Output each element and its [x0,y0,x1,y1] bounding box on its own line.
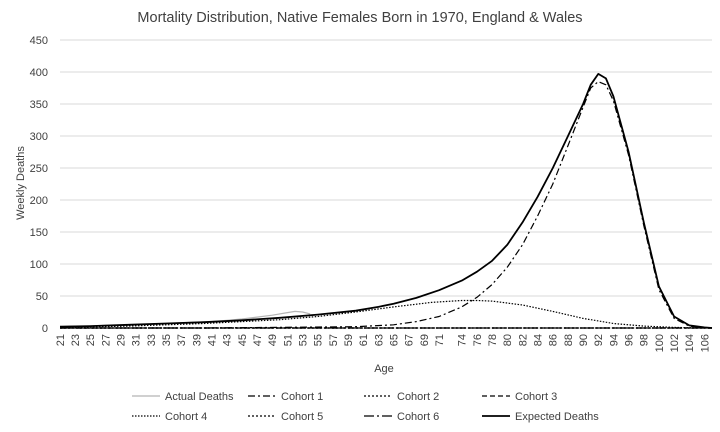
legend-label: Cohort 1 [281,391,323,403]
x-tick-label: 104 [684,334,696,352]
x-tick-label: 88 [563,334,575,346]
x-tick-label: 78 [487,334,499,346]
x-tick-label: 86 [548,334,560,346]
x-tick-label: 29 [116,334,128,346]
x-tick-label: 45 [237,334,249,346]
legend-label: Cohort 2 [397,391,439,403]
y-tick-label: 150 [30,227,48,239]
y-tick-label: 50 [36,291,48,303]
x-tick-label: 102 [669,334,681,352]
x-tick-label: 80 [502,334,514,346]
x-tick-label: 69 [419,334,431,346]
legend-label: Cohort 5 [281,411,323,423]
x-tick-label: 82 [517,334,529,346]
x-tick-label: 37 [176,334,188,346]
x-tick-label: 53 [297,334,309,346]
legend: Actual Deaths Cohort 1 Cohort 2 Cohort 3 Coh… [132,391,599,423]
x-tick-label: 31 [131,334,143,346]
y-tick-label: 350 [30,99,48,111]
x-tick-label: 27 [100,334,112,346]
y-axis-label: Weekly Deaths [15,146,27,220]
y-tick-label: 200 [30,195,48,207]
y-tick-label: 300 [30,131,48,143]
x-tick-label: 67 [404,334,416,346]
x-tick-label: 65 [388,334,400,346]
x-axis-tick-labels: 21 23 25 27 29 31 33 35 37 39 41 43 45 47 49 51 53 55 57 59… [55,334,711,352]
series-line-expected-deaths [59,73,713,329]
x-tick-label: 84 [532,334,544,346]
x-tick-label: 51 [282,334,294,346]
x-tick-label: 25 [85,334,97,346]
series-lines [59,73,713,329]
x-tick-label: 106 [699,334,711,352]
x-tick-label: 49 [267,334,279,346]
y-tick-label: 450 [30,35,48,47]
legend-label: Actual Deaths [165,391,234,403]
x-tick-label: 63 [373,334,385,346]
x-tick-label: 90 [578,334,590,346]
legend-label: Cohort 3 [515,391,557,403]
x-tick-label: 92 [593,334,605,346]
x-tick-label: 35 [161,334,173,346]
y-axis-tick-labels: 0 50 100 150 200 250 300 350 400 450 [30,35,48,335]
x-tick-label: 96 [623,334,635,346]
x-tick-label: 57 [328,334,340,346]
x-axis-label: Age [374,363,394,375]
gridlines [60,39,712,297]
y-tick-label: 250 [30,163,48,175]
x-tick-label: 23 [70,334,82,346]
x-tick-label: 39 [191,334,203,346]
x-tick-label: 47 [252,334,264,346]
legend-label: Expected Deaths [515,411,599,423]
x-tick-label: 71 [434,334,446,346]
x-tick-label: 43 [222,334,234,346]
x-tick-label: 98 [639,334,651,346]
y-tick-label: 0 [42,323,48,335]
legend-label: Cohort 4 [165,411,207,423]
legend-label: Cohort 6 [397,411,439,423]
x-tick-label: 76 [472,334,484,346]
x-tick-label: 41 [206,334,218,346]
x-tick-label: 74 [457,334,469,346]
series-line-cohort-4 [59,299,705,329]
x-tick-label: 59 [343,334,355,346]
y-tick-label: 100 [30,259,48,271]
x-tick-label: 21 [55,334,67,346]
chart-title: Mortality Distribution, Native Females B… [137,10,582,26]
x-tick-label: 100 [654,334,666,352]
x-tick-label: 94 [608,334,620,346]
x-tick-label: 33 [146,334,158,346]
series-line-cohort-1 [60,80,712,329]
x-tick-label: 55 [313,334,325,346]
x-tick-label: 61 [358,334,370,346]
y-tick-label: 400 [30,67,48,79]
